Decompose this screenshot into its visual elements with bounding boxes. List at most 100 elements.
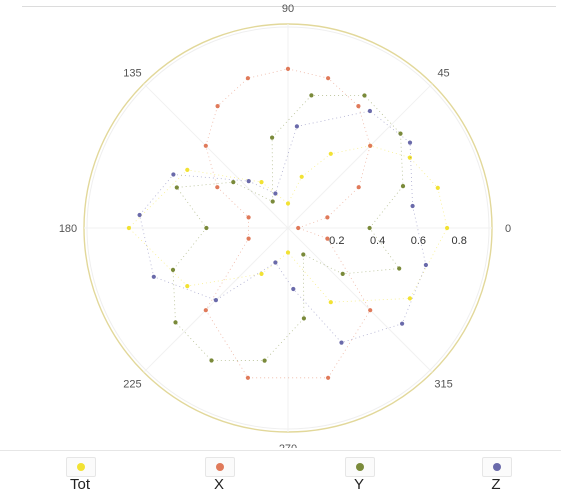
data-point-tot (285, 201, 291, 206)
data-point-x (285, 66, 291, 71)
legend-label: Y (353, 476, 364, 493)
legend-swatch-box (205, 457, 235, 477)
data-point-z (367, 108, 372, 114)
legend-label: Tot (69, 476, 90, 493)
legend-swatch-box (345, 457, 375, 477)
legend-swatch-box (482, 457, 512, 477)
legend-divider (0, 450, 561, 451)
polar-chart: 0 45 90 135 180 225 270 315 0.2 0.4 0.6 0.8 (59, 3, 511, 448)
data-point-tot (259, 180, 264, 185)
data-point-x (368, 143, 373, 148)
data-point-y (398, 131, 403, 136)
data-point-z (400, 321, 405, 326)
data-points (126, 66, 450, 380)
data-point-y (231, 180, 236, 185)
legend-item-z[interactable]: Z (470, 454, 530, 494)
angle-label-0: 0 (505, 223, 511, 235)
legend-label: X (213, 476, 224, 493)
radial-tick-0.2: 0.2 (329, 235, 344, 247)
radial-tick-0.4: 0.4 (370, 235, 385, 247)
legend-dot-icon (77, 463, 85, 471)
legend-dot-icon (356, 463, 364, 471)
data-point-y (362, 93, 367, 98)
data-point-tot (435, 185, 440, 190)
radial-tick-0.6: 0.6 (411, 235, 426, 247)
radial-tick-labels: 0.2 0.4 0.6 0.8 (329, 235, 467, 247)
data-point-y (301, 252, 306, 257)
data-point-z (246, 179, 251, 184)
data-point-z (407, 140, 413, 145)
angle-label-180: 180 (59, 223, 77, 235)
data-point-y (262, 358, 267, 363)
data-point-x (215, 104, 220, 109)
angle-label-135: 135 (123, 67, 141, 79)
data-point-x (368, 308, 373, 313)
angle-label-315: 315 (434, 379, 452, 391)
data-point-y (397, 266, 402, 271)
data-point-y (367, 225, 372, 231)
data-point-x (356, 185, 361, 190)
data-point-x (203, 143, 208, 148)
legend-item-y[interactable]: Y (333, 454, 393, 494)
data-point-tot (445, 225, 450, 231)
data-point-x (215, 185, 220, 190)
angle-label-90: 90 (282, 3, 294, 15)
data-point-y (209, 358, 214, 363)
legend: Tot X Y Z (0, 448, 561, 497)
data-point-z (423, 262, 428, 268)
data-point-z (137, 212, 142, 218)
data-point-tot (126, 225, 131, 231)
radial-tick-0.8: 0.8 (452, 235, 467, 247)
data-point-tot (185, 284, 190, 289)
polar-grid (83, 23, 493, 433)
data-point-x (245, 76, 250, 81)
radial-spoke (287, 83, 433, 229)
data-point-z (294, 124, 299, 129)
data-point-y (400, 184, 406, 189)
data-point-x (296, 225, 301, 231)
data-point-z (273, 191, 278, 196)
data-point-y (301, 316, 306, 321)
data-point-z (213, 298, 218, 303)
data-point-y (174, 185, 179, 190)
data-point-z (410, 203, 415, 209)
legend-dot-icon (493, 463, 501, 471)
data-point-tot (328, 300, 333, 305)
legend-swatch-box (66, 457, 96, 477)
data-point-tot (185, 167, 190, 172)
angle-label-45: 45 (437, 67, 449, 79)
data-point-x (325, 215, 330, 220)
data-point-tot (285, 250, 291, 255)
data-point-tot (299, 174, 304, 179)
data-point-y (204, 225, 209, 231)
angle-labels: 0 45 90 135 180 225 270 315 (59, 3, 511, 448)
data-point-z (291, 286, 296, 292)
legend-item-tot[interactable]: Tot (54, 454, 114, 494)
data-point-x (245, 375, 250, 380)
radial-spoke (143, 83, 289, 229)
legend-item-x[interactable]: X (193, 454, 253, 494)
data-point-x (246, 215, 251, 220)
data-point-y (170, 267, 176, 272)
data-point-x (326, 375, 331, 380)
data-point-tot (407, 155, 412, 160)
data-point-y (309, 93, 314, 98)
data-point-tot (259, 271, 264, 276)
top-divider (22, 6, 556, 7)
data-point-z (339, 340, 344, 345)
data-point-z (273, 260, 278, 265)
data-point-z (151, 274, 156, 279)
data-point-x (203, 308, 208, 313)
data-point-z (171, 172, 176, 177)
angle-label-270: 270 (279, 443, 297, 448)
data-point-y (270, 135, 275, 140)
data-point-y (173, 320, 178, 325)
data-point-tot (328, 151, 333, 156)
data-point-x (325, 236, 330, 241)
data-point-y (340, 271, 345, 276)
radial-spoke (287, 227, 433, 373)
data-point-y (270, 199, 275, 204)
legend-label: Z (491, 476, 501, 493)
legend-dot-icon (216, 463, 224, 471)
